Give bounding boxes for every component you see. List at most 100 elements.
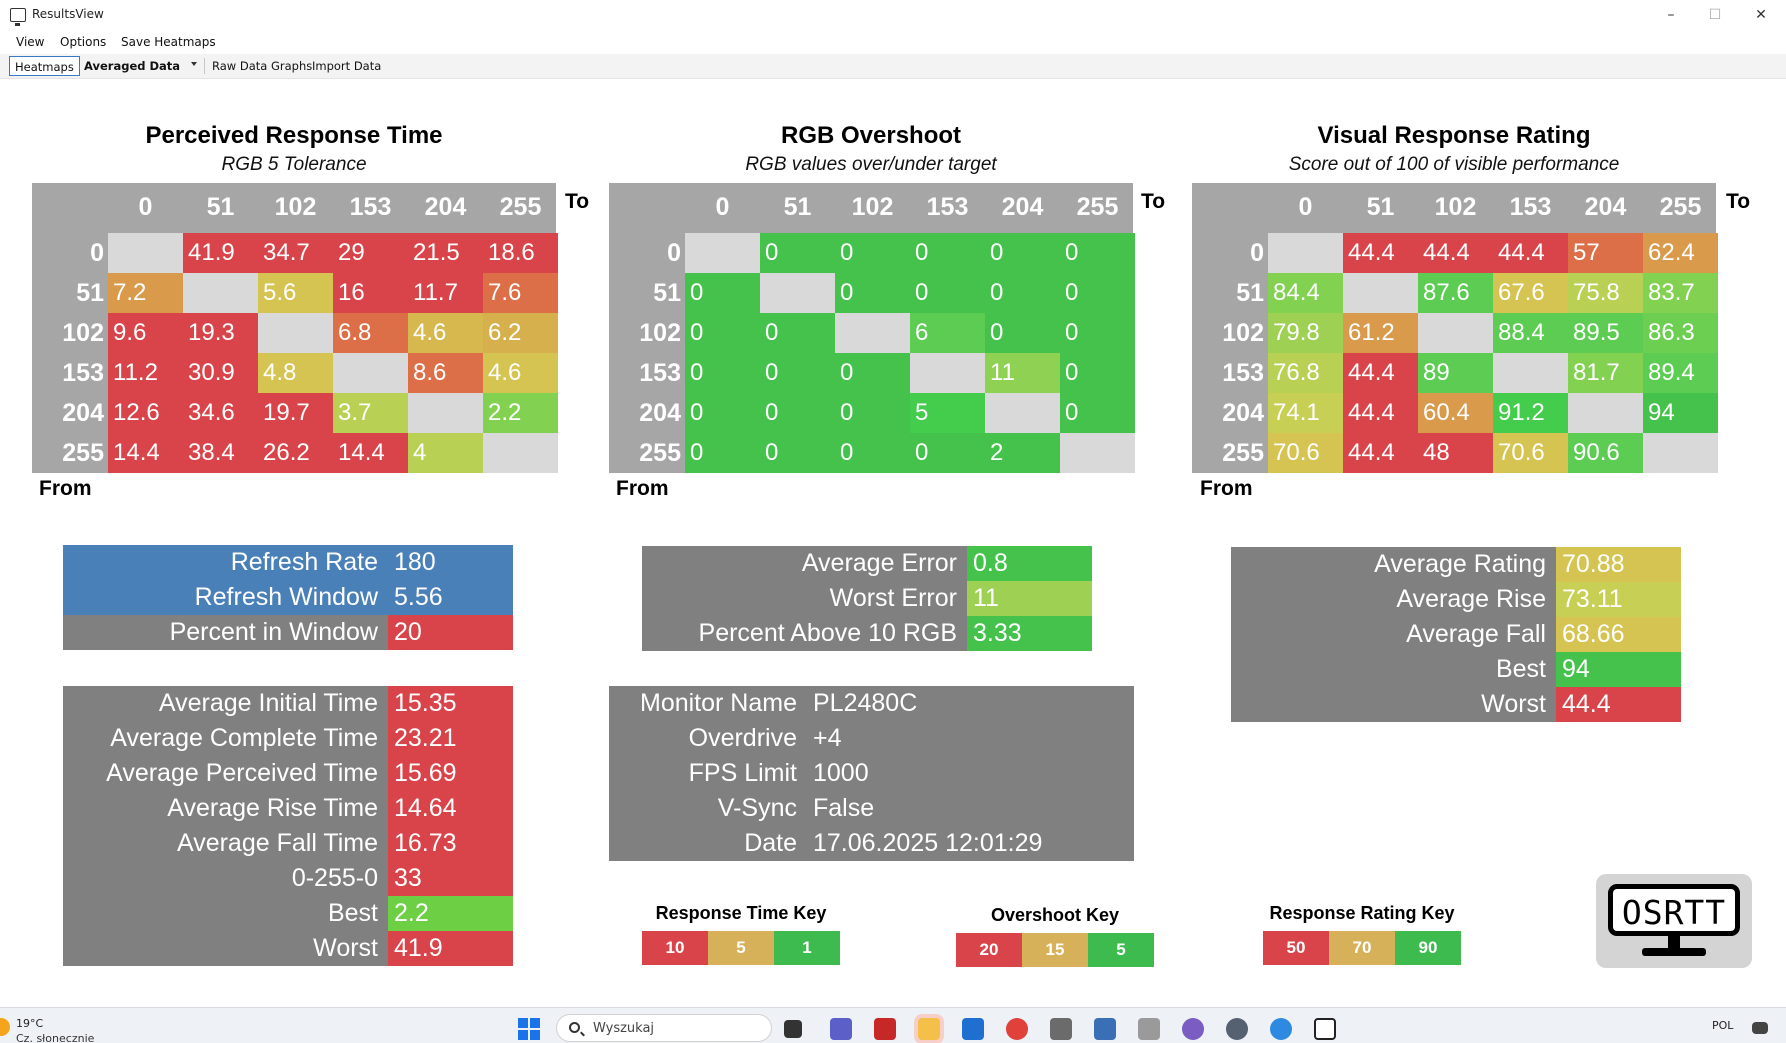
- heatmap-cell: [985, 393, 1060, 433]
- language-indicator[interactable]: POL: [1712, 1019, 1734, 1032]
- stat-value: 3.33: [967, 616, 1092, 651]
- database-icon[interactable]: [1138, 1018, 1160, 1040]
- drive-icon[interactable]: [1050, 1018, 1072, 1040]
- heatmap-cell: 19.7: [258, 393, 333, 433]
- aida64-icon[interactable]: [874, 1018, 896, 1040]
- teams-icon[interactable]: [830, 1018, 852, 1040]
- heatmap-cell: 0: [760, 313, 835, 353]
- tab-heatmaps[interactable]: Heatmaps: [9, 56, 80, 76]
- menu-view[interactable]: View: [16, 35, 45, 49]
- network-app-icon[interactable]: [1094, 1018, 1116, 1040]
- heatmap-cell: 7.6: [483, 273, 558, 313]
- heatmap-cell: 4.8: [258, 353, 333, 393]
- heatmap-cell: 0: [835, 393, 910, 433]
- heatmap-cell: 0: [910, 273, 985, 313]
- column-header: 153: [1509, 193, 1552, 221]
- heatmap-cell: [108, 233, 183, 273]
- column-header: 0: [1298, 193, 1313, 221]
- pen-app-icon[interactable]: [1182, 1018, 1204, 1040]
- stat-label: Average Rating: [1231, 547, 1556, 582]
- stat-value: 73.11: [1556, 582, 1681, 617]
- heatmap-cell: [1643, 433, 1718, 473]
- monitor-stand-neck: [1668, 936, 1680, 948]
- windows-start-icon[interactable]: [518, 1018, 540, 1040]
- taskbar-search-input[interactable]: Wyszukaj: [556, 1014, 772, 1042]
- chrome-icon[interactable]: [1006, 1018, 1028, 1040]
- stat-value: 70.88: [1556, 547, 1681, 582]
- heatmap-cell: 67.6: [1493, 273, 1568, 313]
- minimize-button[interactable]: –: [1667, 7, 1675, 23]
- heatmap-cell: 0: [685, 393, 760, 433]
- heatmap-cell: 0: [685, 353, 760, 393]
- heatmap-cell: 2.2: [483, 393, 558, 433]
- weather-description[interactable]: Cz. słonecznie: [16, 1032, 95, 1043]
- maximize-button[interactable]: ☐: [1708, 7, 1722, 23]
- heatmap-cell: 14.4: [108, 433, 183, 473]
- tab-import-data[interactable]: Import Data: [312, 59, 382, 73]
- tab-raw-data-graphs[interactable]: Raw Data Graphs: [212, 59, 313, 73]
- heatmap-cell: 84.4: [1268, 273, 1343, 313]
- stat-label: Refresh Window: [63, 580, 388, 615]
- stat-value: 14.64: [388, 791, 513, 826]
- heatmap-cell: 57: [1568, 233, 1643, 273]
- row-header: 204: [62, 399, 104, 427]
- column-header: 153: [926, 193, 969, 221]
- stat-value: 68.66: [1556, 617, 1681, 652]
- heatmap-cell: 29: [333, 233, 408, 273]
- heatmap-cell: [1343, 273, 1418, 313]
- heatmap-cell: 0: [1060, 393, 1135, 433]
- heatmap-cell: 11: [985, 353, 1060, 393]
- stat-value: 23.21: [388, 721, 513, 756]
- chevron-down-icon[interactable]: [191, 62, 197, 66]
- heatmap-cell: 6.2: [483, 313, 558, 353]
- weather-temperature[interactable]: 19°C: [16, 1017, 44, 1030]
- task-view-icon[interactable]: [784, 1020, 802, 1038]
- close-button[interactable]: ✕: [1755, 7, 1767, 23]
- stat-value: 94: [1556, 652, 1681, 687]
- key-cell: 5: [1088, 933, 1154, 967]
- file-explorer-icon[interactable]: [918, 1018, 940, 1040]
- stat-label: Average Perceived Time: [63, 756, 388, 791]
- stat-label: Best: [1231, 652, 1556, 687]
- stat-value: 16.73: [388, 826, 513, 861]
- column-header: 102: [851, 193, 894, 221]
- key-cell: 70: [1329, 931, 1395, 965]
- browser-icon[interactable]: [1270, 1018, 1292, 1040]
- heatmap-cell: 76.8: [1268, 353, 1343, 393]
- column-header: 102: [1434, 193, 1477, 221]
- settings-gear-icon[interactable]: [1226, 1018, 1248, 1040]
- stat-label: Overdrive: [609, 721, 807, 756]
- column-header: 255: [499, 193, 542, 221]
- tab-bar: Heatmaps Averaged Data Raw Data Graphs I…: [0, 54, 1786, 79]
- heatmap-cell: [910, 353, 985, 393]
- menu-bar: View Options Save Heatmaps: [0, 30, 1786, 54]
- heatmap-title-perceived: Perceived Response Time: [145, 122, 443, 149]
- wifi-icon[interactable]: [1752, 1022, 1768, 1034]
- heatmap-cell: 4.6: [408, 313, 483, 353]
- heatmap-cell: 6.8: [333, 313, 408, 353]
- tab-averaged-data[interactable]: Averaged Data: [84, 59, 181, 73]
- key-cell: 1: [774, 931, 840, 965]
- row-header: 255: [639, 439, 681, 467]
- menu-save-heatmaps[interactable]: Save Heatmaps: [121, 35, 216, 49]
- key-cell: 5: [708, 931, 774, 965]
- heatmap-cell: 60.4: [1418, 393, 1493, 433]
- app-icon: [10, 8, 26, 26]
- window-title: ResultsView: [32, 7, 104, 21]
- heatmap-cell: 44.4: [1493, 233, 1568, 273]
- heatmap-cell: 3.7: [333, 393, 408, 433]
- heatmap-subtitle-overshoot: RGB values over/under target: [745, 154, 997, 175]
- heatmap-cell: [483, 433, 558, 473]
- weather-sun-icon[interactable]: [0, 1018, 10, 1036]
- mail-icon[interactable]: [962, 1018, 984, 1040]
- axis-from-label: From: [39, 477, 92, 500]
- heatmap-cell: 2: [985, 433, 1060, 473]
- osrtt-taskbar-icon[interactable]: [1314, 1018, 1336, 1040]
- stat-label: Worst: [1231, 687, 1556, 722]
- heatmap-cell: [258, 313, 333, 353]
- heatmap-rgb-overshoot: 0 51 102 153 204 255 0 0 0 0 0 0 51 0 0 0 0 0 102 0 0 6 0 0 153 0…: [609, 183, 1135, 473]
- stat-label: Average Rise: [1231, 582, 1556, 617]
- menu-options[interactable]: Options: [60, 35, 107, 49]
- search-placeholder: Wyszukaj: [593, 1021, 655, 1036]
- stat-label: Average Error: [642, 546, 967, 581]
